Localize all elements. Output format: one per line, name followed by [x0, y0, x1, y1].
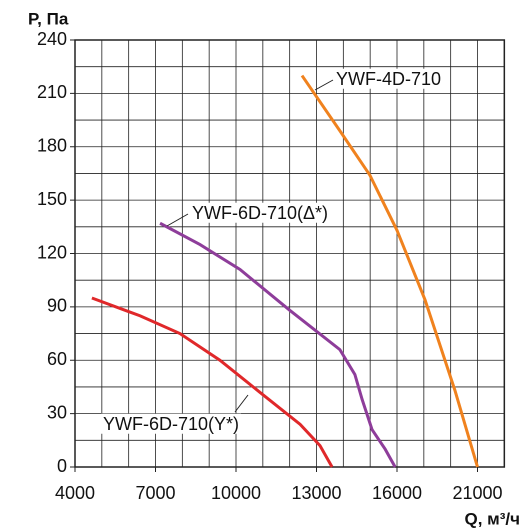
x-tick-label: 7000: [135, 483, 175, 503]
x-tick-label: 4000: [55, 483, 95, 503]
x-tick-label: 13000: [291, 483, 341, 503]
y-tick-label: 150: [37, 189, 67, 209]
leader-line: [234, 394, 249, 413]
label-bg: [101, 413, 242, 434]
series-label: YWF-4D-710: [336, 69, 441, 89]
y-tick-label: 120: [37, 242, 67, 262]
x-axis-title: Q, м³/ч: [465, 509, 521, 528]
series-label: YWF-6D-710(Y*): [103, 414, 239, 434]
y-tick-label: 60: [47, 349, 67, 369]
leader-line: [314, 79, 334, 91]
leader-line: [166, 213, 189, 227]
label-bg: [334, 68, 444, 89]
label-bg: [190, 202, 331, 223]
series-line: [300, 74, 479, 468]
x-tick-label: 16000: [372, 483, 422, 503]
series-line: [91, 296, 334, 468]
series-line: [159, 221, 397, 468]
plot-frame: [74, 39, 506, 468]
y-tick-label: 210: [37, 82, 67, 102]
y-tick-label: 0: [57, 456, 67, 476]
x-tick-label: 21000: [452, 483, 502, 503]
y-tick-label: 240: [37, 29, 67, 49]
y-tick-label: 90: [47, 296, 67, 316]
series-label: YWF-6D-710(Δ*): [192, 203, 328, 223]
y-tick-label: 180: [37, 136, 67, 156]
y-tick-label: 30: [47, 402, 67, 422]
y-axis-title: P, Па: [28, 9, 69, 28]
x-tick-label: 10000: [211, 483, 261, 503]
